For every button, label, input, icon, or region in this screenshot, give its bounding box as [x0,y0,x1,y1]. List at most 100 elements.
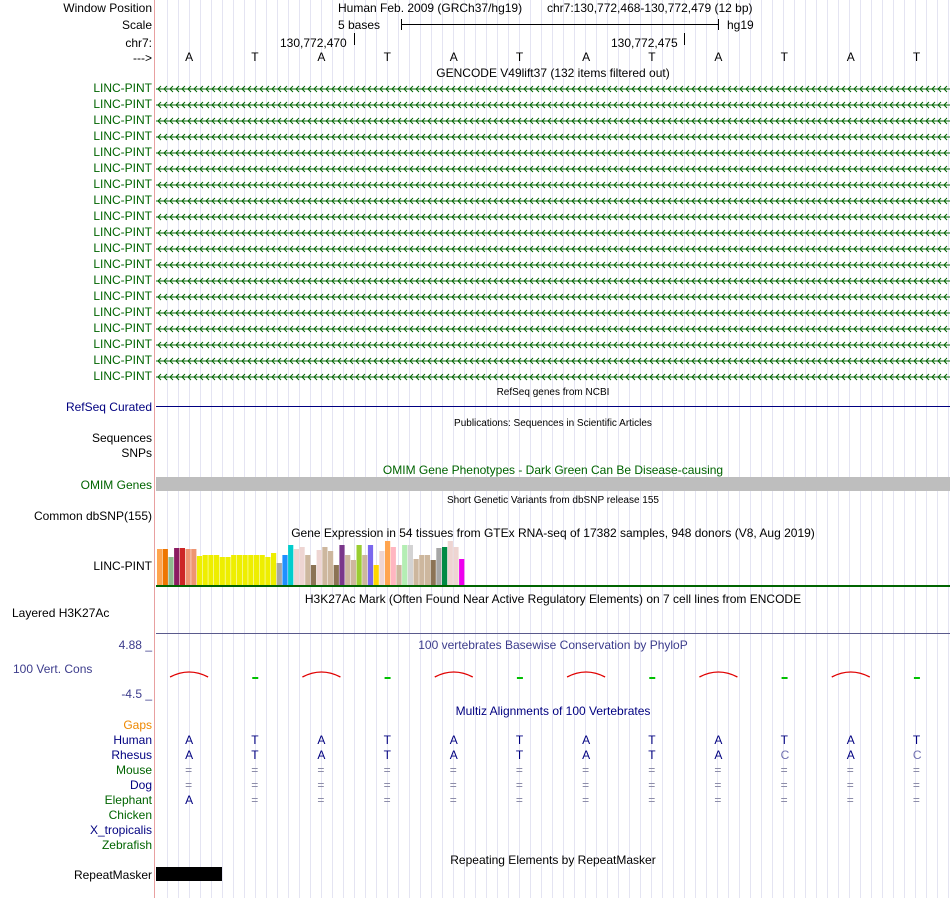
gtex-tissue-bar[interactable] [282,555,288,585]
omim-gene-bar[interactable] [156,477,950,491]
gtex-expression-chart[interactable] [156,540,950,587]
gtex-tissue-bar[interactable] [299,547,305,585]
gencode-transcript-line[interactable] [156,116,950,126]
gtex-tissue-bar[interactable] [196,556,203,585]
species-label[interactable]: Dog [129,778,152,792]
gtex-tissue-bar[interactable] [396,565,402,585]
publications-sequences-label[interactable]: Sequences [91,431,152,445]
gencode-item-label[interactable]: LINC-PINT [93,161,152,175]
species-label[interactable]: Mouse [115,763,152,777]
gtex-tissue-bar[interactable] [288,545,294,585]
repeatmasker-element[interactable] [156,867,222,881]
gtex-tissue-bar[interactable] [322,547,328,585]
gtex-tissue-bar[interactable] [356,545,362,585]
gencode-item-label[interactable]: LINC-PINT [93,81,152,95]
gtex-tissue-bar[interactable] [385,541,391,585]
gencode-transcript-line[interactable] [156,196,950,206]
multiz-track-title[interactable]: Multiz Alignments of 100 Vertebrates [455,704,651,718]
gtex-tissue-bar[interactable] [328,551,334,585]
gencode-transcript-line[interactable] [156,132,950,142]
gencode-item-label[interactable]: LINC-PINT [93,353,152,367]
gtex-tissue-bar[interactable] [276,563,282,585]
gtex-tissue-bar[interactable] [225,557,231,585]
gtex-tissue-bar[interactable] [316,550,322,585]
refseq-gene-line[interactable] [156,406,950,407]
gencode-item-label[interactable]: LINC-PINT [93,321,152,335]
dbsnp-track-label[interactable]: Common dbSNP(155) [33,509,152,523]
gencode-transcript-line[interactable] [156,164,950,174]
gtex-tissue-bar[interactable] [259,555,265,585]
gencode-transcript-line[interactable] [156,292,950,302]
gtex-tissue-bar[interactable] [442,547,448,585]
gencode-item-label[interactable]: LINC-PINT [93,305,152,319]
gtex-tissue-bar[interactable] [305,555,311,585]
gtex-tissue-bar[interactable] [231,555,237,585]
gtex-tissue-bar[interactable] [293,549,299,585]
gencode-item-label[interactable]: LINC-PINT [93,225,152,239]
gencode-item-label[interactable]: LINC-PINT [93,145,152,159]
gencode-transcript-line[interactable] [156,228,950,238]
gtex-tissue-bar[interactable] [379,551,385,585]
gencode-transcript-line[interactable] [156,356,950,366]
gencode-transcript-line[interactable] [156,212,950,222]
gencode-item-label[interactable]: LINC-PINT [93,273,152,287]
gtex-track-label[interactable]: LINC-PINT [93,559,152,573]
gtex-tissue-bar[interactable] [402,545,408,585]
gtex-tissue-bar[interactable] [345,555,351,585]
gencode-transcript-line[interactable] [156,244,950,254]
strand-label[interactable]: ---> [133,51,152,65]
dbsnp-track-title[interactable]: Short Genetic Variants from dbSNP releas… [447,495,659,506]
conservation-track-label[interactable]: 100 Vert. Cons [13,662,93,676]
gencode-item-label[interactable]: LINC-PINT [93,97,152,111]
gencode-item-label[interactable]: LINC-PINT [93,193,152,207]
gtex-tissue-bar[interactable] [447,541,453,585]
h3k27ac-track-label[interactable]: Layered H3K27Ac [12,606,110,620]
gtex-tissue-bar[interactable] [350,560,356,585]
gencode-item-label[interactable]: LINC-PINT [93,129,152,143]
gtex-tissue-bar[interactable] [191,549,197,585]
gtex-tissue-bar[interactable] [436,548,442,585]
gtex-tissue-bar[interactable] [253,555,260,585]
gtex-tissue-bar[interactable] [265,557,271,585]
gtex-tissue-bar[interactable] [459,559,465,585]
gencode-item-label[interactable]: LINC-PINT [93,209,152,223]
gtex-tissue-bar[interactable] [202,555,208,585]
gencode-transcript-line[interactable] [156,148,950,158]
gtex-tissue-bar[interactable] [390,547,396,585]
gencode-transcript-line[interactable] [156,276,950,286]
gtex-tissue-bar[interactable] [208,555,214,585]
gtex-tissue-bar[interactable] [185,549,191,585]
gtex-tissue-bar[interactable] [453,547,459,585]
species-label[interactable]: X_tropicalis [89,823,152,837]
conservation-plot[interactable] [156,664,950,686]
refseq-track-label[interactable]: RefSeq Curated [65,400,152,414]
gencode-transcript-line[interactable] [156,100,950,110]
gtex-tissue-bar[interactable] [373,565,379,585]
gtex-tissue-bar[interactable] [430,560,436,585]
gencode-transcript-line[interactable] [156,84,950,94]
gtex-tissue-bar[interactable] [236,555,242,585]
gtex-tissue-bar[interactable] [179,548,185,585]
position-text[interactable]: chr7:130,772,468-130,772,479 (12 bp) [547,1,753,15]
repeatmasker-track-title[interactable]: Repeating Elements by RepeatMasker [450,853,656,867]
gencode-transcript-line[interactable] [156,308,950,318]
species-label[interactable]: Chicken [108,808,152,822]
gtex-tissue-bar[interactable] [407,545,413,585]
repeatmasker-track-label[interactable]: RepeatMasker [73,868,152,882]
species-label[interactable]: Elephant [104,793,152,807]
gencode-transcript-line[interactable] [156,324,950,334]
gencode-track-title[interactable]: GENCODE V49lift37 (132 items filtered ou… [436,66,670,80]
gencode-transcript-line[interactable] [156,260,950,270]
gencode-item-label[interactable]: LINC-PINT [93,369,152,383]
gencode-transcript-line[interactable] [156,180,950,190]
refseq-track-title[interactable]: RefSeq genes from NCBI [496,387,610,398]
gencode-item-label[interactable]: LINC-PINT [93,113,152,127]
gtex-tissue-bar[interactable] [162,549,168,585]
gtex-tissue-bar[interactable] [248,555,254,585]
gencode-item-label[interactable]: LINC-PINT [93,241,152,255]
gtex-tissue-bar[interactable] [333,565,339,585]
gaps-label[interactable]: Gaps [123,718,152,732]
gtex-tissue-bar[interactable] [157,549,163,585]
conservation-track-title[interactable]: 100 vertebrates Basewise Conservation by… [418,638,688,652]
